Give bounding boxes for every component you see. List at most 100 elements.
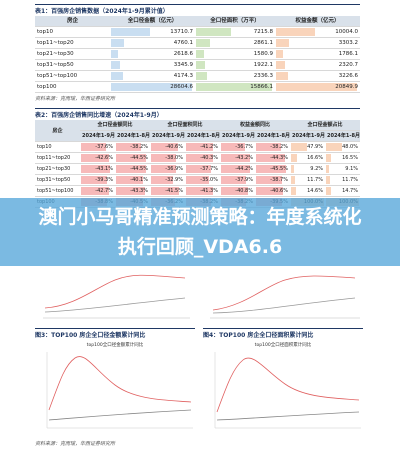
cell: -39.3% (80, 174, 115, 186)
column-header: 权益金额（亿元） (275, 16, 360, 27)
cell: 48.0% (325, 141, 360, 153)
data-bar (291, 187, 296, 195)
cell-value: -38.0% (165, 155, 183, 161)
cell: 9.2% (290, 163, 325, 175)
cell-value: -41.3% (200, 188, 218, 194)
column-header: 权益金额同比 (220, 120, 290, 131)
cell-value: 28604.6 (170, 84, 193, 90)
table-row: top51~top100 -42.7% -43.3% -41.5% -41.3% -40.… (35, 185, 360, 197)
data-bar (256, 187, 283, 195)
cell: -38.0% (150, 152, 185, 164)
cell: -41.3% (185, 185, 220, 197)
banner-text: 澳门小马哥精准预测策略：年度系统化执行回顾_VDA6.6 (38, 206, 362, 258)
overlay-banner: 澳门小马哥精准预测策略：年度系统化执行回顾_VDA6.6 (0, 198, 400, 266)
data-bar (81, 154, 110, 162)
cell: -44.5% (115, 163, 150, 175)
column-header: 全口径面积（万平） (195, 16, 275, 27)
cell: -37.7% (185, 163, 220, 175)
cell-value: 15866.1 (250, 84, 273, 90)
cell: 3226.6 (275, 70, 360, 82)
figure-title: 图3：TOP100 房企全口径金额累计同比 (35, 332, 146, 339)
data-bar (326, 154, 332, 162)
data-bar (276, 72, 289, 80)
cell-value: 10004.0 (335, 29, 358, 35)
table-row: top11~top20 -42.6% -44.5% -38.0% -40.3% -43.2… (35, 152, 360, 164)
cell-value: 9.2% (310, 166, 323, 172)
cell-value: 2336.3 (253, 73, 273, 79)
cell: 4174.3 (110, 70, 195, 82)
data-bar (256, 176, 282, 184)
data-bar (111, 50, 119, 58)
cell: -36.7% (220, 141, 255, 153)
table-row: top10 13710.7 7215.8 10004.0 (35, 26, 360, 38)
cell: 1922.1 (195, 59, 275, 71)
column-header: 房企 (35, 16, 110, 27)
data-bar (326, 187, 331, 195)
data-bar (186, 165, 212, 173)
cell: -40.1% (115, 174, 150, 186)
cell-value: 14.6% (307, 188, 323, 194)
rule (35, 108, 360, 109)
cell-value: 2320.7 (338, 62, 358, 68)
table-title: 表1：百强房企销售数据（2024年1-9月累计值） (35, 8, 169, 15)
row-label: top100 (35, 81, 110, 93)
row-label: top31~top50 (35, 59, 110, 71)
sub-header: 2024年1-8月 (325, 130, 360, 142)
data-bar (186, 143, 214, 151)
cell-value: 20849.9 (335, 84, 358, 90)
data-bar (276, 50, 283, 58)
data-bar (151, 176, 173, 184)
cell-value: 7215.8 (253, 29, 273, 35)
cell: -40.6% (150, 141, 185, 153)
column-header: 房企 (35, 120, 80, 142)
data-bar (196, 83, 272, 91)
data-bar (196, 61, 206, 69)
cell-value: -44.5% (130, 155, 148, 161)
cell: 7215.8 (195, 26, 275, 38)
data-bar (151, 143, 178, 151)
cell-value: -36.9% (165, 166, 183, 172)
cell-value: -37.7% (200, 166, 218, 172)
data-bar (276, 61, 285, 69)
cell: 4760.1 (110, 37, 195, 49)
data-bar (196, 72, 208, 80)
cell-value: -44.3% (270, 155, 288, 161)
data-bar (196, 50, 204, 58)
cell-value: 1580.9 (253, 51, 273, 57)
cell-value: 13710.7 (170, 29, 193, 35)
sub-header: 2024年1-9月 (150, 130, 185, 142)
table-row: top11~top20 4760.1 2861.1 3303.2 (35, 37, 360, 49)
row-label: top10 (35, 141, 80, 153)
data-bar (111, 61, 121, 69)
cell-value: 2861.1 (253, 40, 273, 46)
cell: -38.7% (255, 174, 290, 186)
row-label: top21~top30 (35, 163, 80, 175)
data-bar (276, 39, 289, 47)
cell: -37.9% (220, 174, 255, 186)
data-bar (256, 154, 286, 162)
table-row: top10 -37.6% -38.2% -40.6% -41.2% -36.7% -38.2… (35, 141, 360, 153)
rule (35, 4, 360, 5)
sub-header: 2024年1-9月 (80, 130, 115, 142)
cell-value: 11.7% (307, 177, 323, 183)
table: 房企 全口径金额（亿元） 全口径面积（万平） 权益金额（亿元） top10 13710.7… (35, 16, 360, 93)
figures: top100全口径金额累计同比 top100全口径面积累计同比 (46, 341, 361, 429)
data-bar (291, 154, 297, 162)
data-bar (186, 154, 213, 162)
rule (203, 328, 363, 329)
rule (35, 328, 195, 329)
cell-value: -37.6% (95, 144, 113, 150)
cell-value: -32.9% (165, 177, 183, 183)
data-bar (291, 176, 295, 184)
data-bar (221, 154, 250, 162)
cell: 14.6% (290, 185, 325, 197)
cell-value: -43.2% (235, 155, 253, 161)
cell: 28604.6 (110, 81, 195, 93)
cell: 16.6% (290, 152, 325, 164)
data-bar (151, 187, 179, 195)
cell: 9.1% (325, 163, 360, 175)
sub-header: 2024年1-8月 (185, 130, 220, 142)
data-bar (256, 143, 282, 151)
cell-value: 4174.3 (173, 73, 193, 79)
